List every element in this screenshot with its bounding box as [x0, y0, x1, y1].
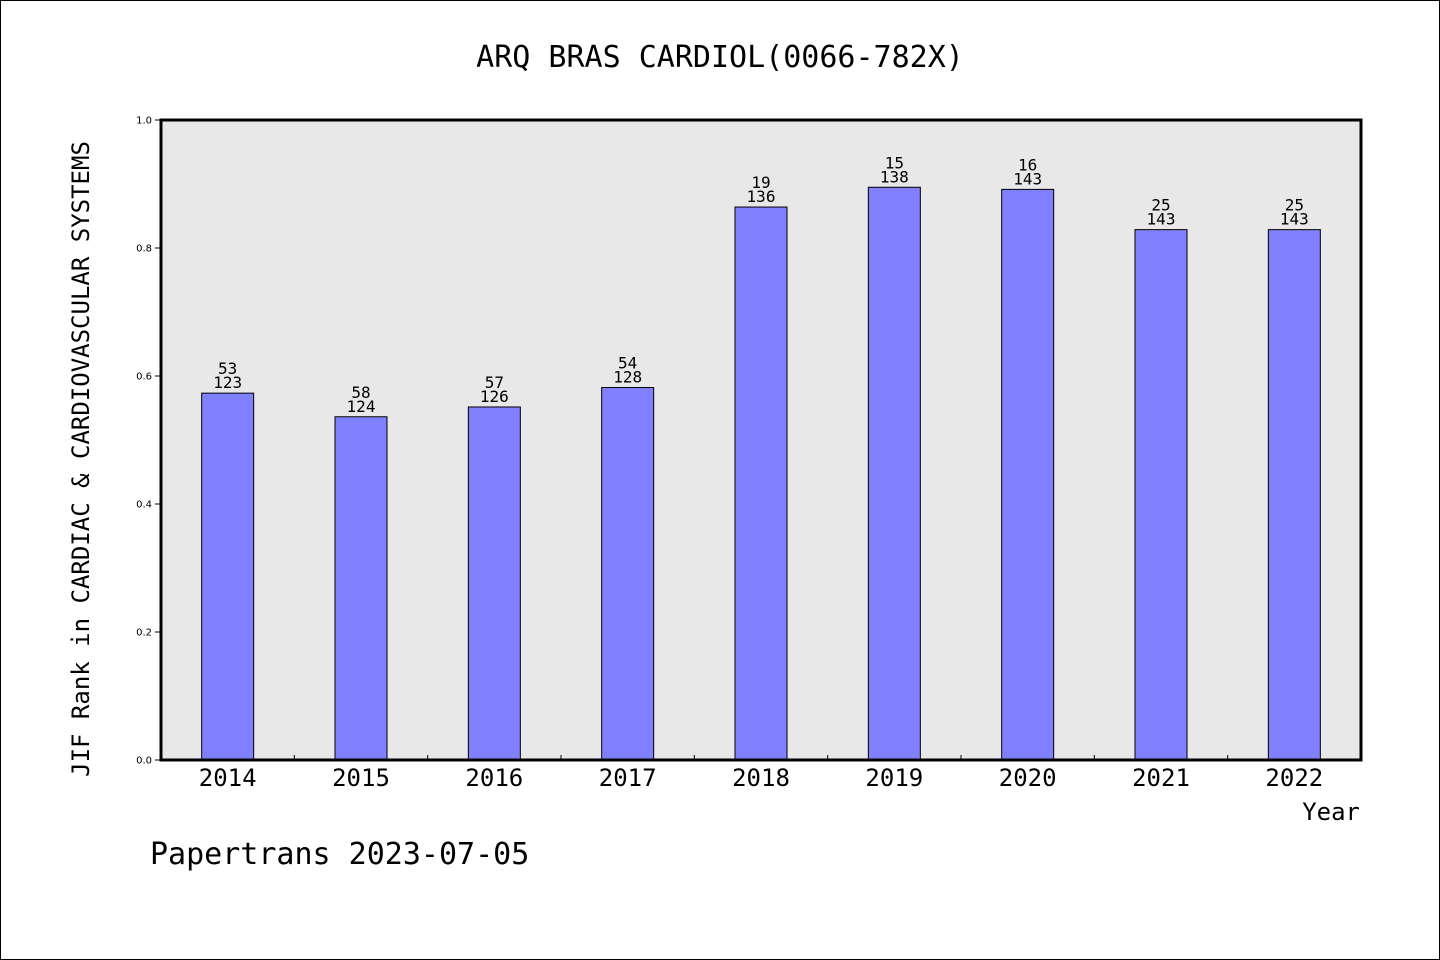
y-axis-label: JIF Rank in CARDIAC & CARDIOVASCULAR SYS… — [67, 141, 95, 777]
bar-label-rank: 15 — [885, 153, 904, 172]
bar-label-rank: 19 — [751, 173, 770, 192]
bar-2021 — [1134, 229, 1188, 761]
bar-label-total: 128 — [613, 368, 642, 387]
y-tick-label: 0.0 — [136, 756, 152, 767]
plot-border — [159, 118, 1363, 762]
y-tick-label: 1.0 — [136, 116, 152, 127]
bar-label-rank: 54 — [618, 354, 637, 373]
y-axis-ticks: 0.0 0.2 0.4 0.6 0.8 1.0 — [136, 116, 161, 767]
bar-2017 — [601, 387, 655, 761]
y-tick-label: 0.4 — [136, 500, 152, 511]
bar-2015 — [334, 416, 388, 761]
bar-2014 — [201, 392, 255, 761]
bar-2020 — [1001, 188, 1055, 761]
x-tick-label: 2021 — [1132, 764, 1190, 792]
x-axis-label: Year — [1302, 798, 1360, 826]
bar-group — [201, 186, 1321, 761]
bar-label-total: 136 — [747, 187, 776, 206]
x-axis-ticks: 2014 2015 2016 2017 2018 2019 2020 2021 2022 — [199, 755, 1323, 792]
x-tick-label: 2015 — [332, 764, 390, 792]
bar-label-rank: 58 — [351, 383, 370, 402]
x-tick-label: 2014 — [199, 764, 257, 792]
bar-2016 — [467, 406, 521, 761]
y-tick-label: 0.8 — [136, 244, 152, 255]
bar-label-total: 124 — [347, 397, 376, 416]
bar-2019 — [867, 186, 921, 761]
bar-2022 — [1267, 229, 1321, 761]
bar-label-group: 5312358124571265412819136151381614325143… — [213, 153, 1309, 416]
bar-label-total: 143 — [1147, 210, 1176, 229]
bar-label-total: 123 — [213, 373, 242, 392]
bar-label-total: 143 — [1013, 169, 1042, 188]
x-tick-label: 2019 — [865, 764, 923, 792]
bar-label-total: 143 — [1280, 210, 1309, 229]
bar-label-rank: 25 — [1285, 196, 1304, 215]
x-tick-label: 2022 — [1265, 764, 1323, 792]
bar-label-rank: 53 — [218, 359, 237, 378]
bar-label-total: 138 — [880, 167, 909, 186]
x-tick-label: 2018 — [732, 764, 790, 792]
footer-credit: Papertrans 2023-07-05 — [150, 837, 529, 872]
chart-title: ARQ BRAS CARDIOL(0066-782X) — [476, 40, 964, 75]
x-tick-label: 2020 — [999, 764, 1057, 792]
bar-label-rank: 16 — [1018, 155, 1037, 174]
y-tick-label: 0.6 — [136, 372, 152, 383]
x-tick-label: 2017 — [599, 764, 657, 792]
x-tick-label: 2016 — [465, 764, 523, 792]
bar-label-rank: 57 — [485, 373, 504, 392]
bar-label-total: 126 — [480, 387, 509, 406]
y-tick-label: 0.2 — [136, 628, 152, 639]
bar-2018 — [734, 206, 788, 761]
bar-label-rank: 25 — [1151, 196, 1170, 215]
